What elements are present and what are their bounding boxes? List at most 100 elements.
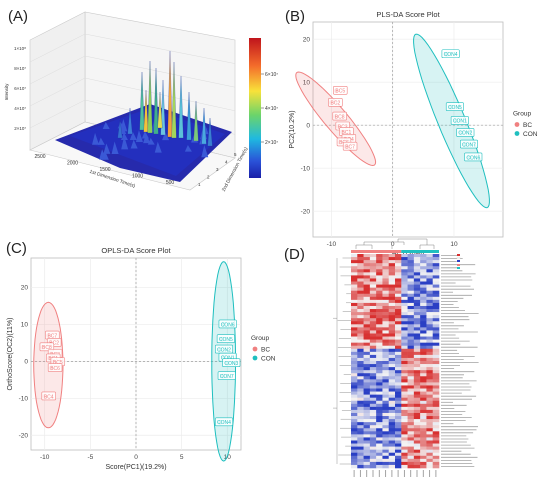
heatmap-chart <box>333 238 479 477</box>
heatmap-cell <box>382 367 390 371</box>
heatmap-cell <box>382 315 390 319</box>
heatmap-cell <box>413 461 421 466</box>
heatmap-cell <box>376 327 383 331</box>
heatmap-cell <box>363 422 371 426</box>
heatmap-cell <box>351 446 358 450</box>
heatmap-cell <box>413 342 421 347</box>
heatmap-cell <box>363 419 371 423</box>
heatmap-cell <box>369 361 377 365</box>
heatmap-cell <box>413 302 421 307</box>
heatmap-cell <box>413 275 421 279</box>
heatmap-cell <box>420 327 427 331</box>
heatmap-cell <box>401 260 408 264</box>
heatmap-cell <box>363 388 371 392</box>
heatmap-cell <box>363 379 371 383</box>
heatmap-cell <box>420 318 427 322</box>
heatmap-cell <box>351 333 358 337</box>
heatmap-cell <box>382 318 390 322</box>
heatmap-cell <box>413 357 421 362</box>
heatmap-cell <box>395 278 402 282</box>
heatmap-cell <box>388 260 396 264</box>
heatmap-cell <box>420 281 427 285</box>
plsda-point-label: BC8 <box>335 114 345 120</box>
surface-ridge <box>102 121 110 129</box>
heatmap-cell <box>432 437 440 441</box>
heatmap-cell <box>357 419 364 423</box>
heatmap-cell <box>420 260 427 264</box>
heatmap-cell <box>413 458 421 463</box>
heatmap-cell <box>388 391 396 395</box>
heatmap-cell <box>401 428 408 432</box>
heatmap-cell <box>407 400 415 405</box>
heatmap-cell <box>420 461 427 466</box>
heatmap-cell <box>363 284 371 288</box>
heatmap-cell <box>351 296 358 301</box>
heatmap-cell <box>382 461 390 466</box>
heatmap-cell <box>401 254 408 258</box>
heatmap-cell <box>426 406 434 411</box>
heatmap-cell <box>369 315 377 319</box>
oplsda-point-label: CON6 <box>221 322 235 328</box>
heatmap-cell <box>426 403 434 408</box>
plsda-point-label: CON7 <box>462 142 476 148</box>
heatmap-cell <box>382 391 390 395</box>
heatmap-cell <box>420 379 427 383</box>
heatmap-cell <box>426 315 434 319</box>
heatmap-cell <box>432 391 440 395</box>
heatmap-cell <box>376 425 383 429</box>
heatmap-cell <box>388 342 396 347</box>
heatmap-cell <box>357 272 364 276</box>
heatmap-cell <box>357 275 364 279</box>
surface-peak <box>186 91 192 141</box>
heatmap-cell <box>395 373 402 377</box>
heatmap-cell <box>432 412 440 417</box>
heatmap-cell <box>395 296 402 301</box>
heatmap-cell <box>357 464 364 469</box>
plsda-xtick-label: 10 <box>450 241 458 248</box>
heatmap-cell <box>413 379 421 383</box>
heatmap-cell <box>401 400 408 405</box>
heatmap-cell <box>388 321 396 325</box>
heatmap-cell <box>413 327 421 331</box>
surface-y-tick-label: 1 <box>198 182 201 187</box>
heatmap-cell <box>413 431 421 435</box>
heatmap-cell <box>407 437 415 441</box>
heatmap-cell <box>395 287 402 291</box>
oplsda-point-label-box <box>218 319 237 329</box>
heatmap-cell <box>420 458 427 463</box>
heatmap-cell <box>363 443 371 447</box>
heatmap-cell <box>351 260 358 264</box>
heatmap-cell <box>395 452 402 457</box>
heatmap-cell <box>395 260 402 264</box>
heatmap-cell <box>401 287 408 291</box>
heatmap-cell <box>382 275 390 279</box>
heatmap-cell <box>376 299 383 304</box>
heatmap-cell <box>382 333 390 337</box>
heatmap-cell <box>432 348 440 353</box>
heatmap-cell <box>413 419 421 423</box>
heatmap-cell <box>363 391 371 395</box>
heatmap-cell <box>407 464 415 469</box>
heatmap-cell <box>420 293 427 298</box>
heatmap-cell <box>369 434 377 438</box>
plsda-legend-title: Group <box>513 111 531 118</box>
heatmap-cell <box>369 327 377 331</box>
oplsda-point-label: CON3 <box>224 361 238 367</box>
heatmap-cell <box>413 336 421 340</box>
heatmap-cell <box>351 422 358 426</box>
heatmap-cell <box>357 296 364 301</box>
surface-z-axis-label: Intensity <box>4 83 9 101</box>
heatmap-cell <box>382 269 390 273</box>
oplsda-point-label: CON4 <box>217 420 231 426</box>
heatmap-cell <box>420 412 427 417</box>
heatmap-cell <box>357 406 364 411</box>
heatmap-cell <box>426 422 434 426</box>
heatmap-cell <box>388 296 396 301</box>
heatmap-cell <box>413 351 421 356</box>
heatmap-cell <box>369 412 377 417</box>
heatmap-cell <box>426 370 434 374</box>
heatmap-cell <box>388 464 396 469</box>
heatmap-cell <box>388 302 396 307</box>
heatmap-cell <box>363 275 371 279</box>
heatmap-cell <box>369 302 377 307</box>
